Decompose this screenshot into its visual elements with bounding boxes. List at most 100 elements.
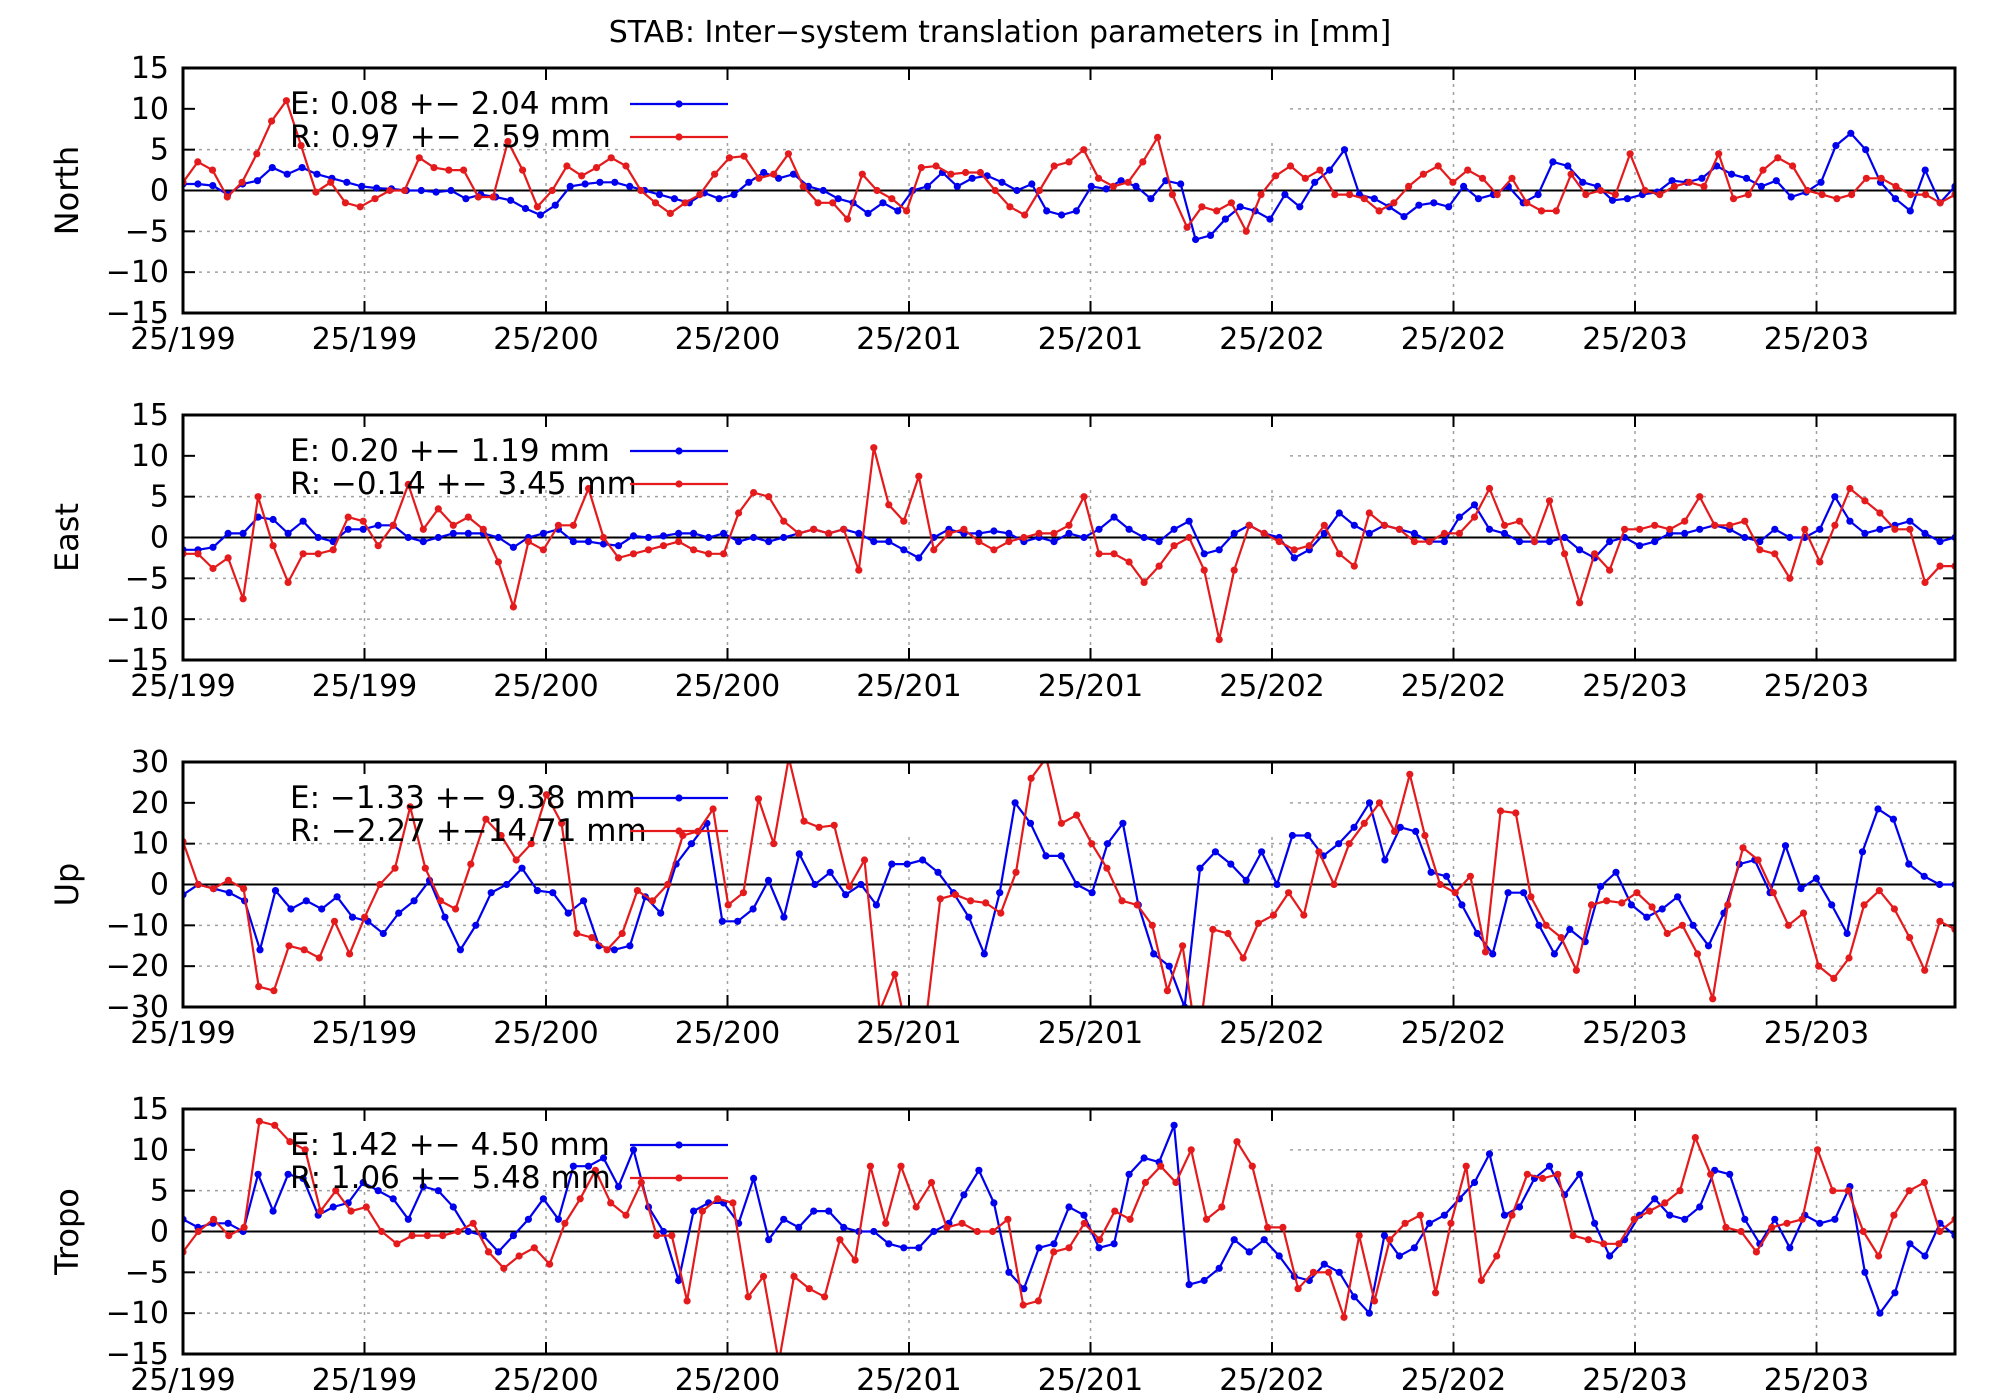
data-point bbox=[1148, 921, 1156, 929]
data-point bbox=[1020, 533, 1028, 542]
data-point bbox=[1179, 942, 1187, 950]
data-point bbox=[885, 501, 893, 509]
data-point bbox=[1185, 1281, 1193, 1289]
data-point bbox=[558, 819, 566, 827]
data-point bbox=[1698, 174, 1706, 182]
data-point bbox=[951, 891, 960, 899]
plot-frame bbox=[181, 66, 1957, 315]
data-point bbox=[504, 137, 512, 146]
data-point bbox=[1350, 521, 1358, 529]
data-point bbox=[1301, 174, 1309, 182]
y-tick-label: 30 bbox=[131, 745, 169, 780]
data-point bbox=[1272, 172, 1280, 180]
data-point bbox=[318, 905, 326, 913]
data-point bbox=[1627, 901, 1635, 909]
data-point bbox=[1668, 177, 1676, 185]
data-point bbox=[1346, 191, 1354, 199]
data-point bbox=[581, 180, 589, 188]
data-point bbox=[975, 529, 983, 538]
data-point bbox=[675, 529, 683, 538]
data-point bbox=[815, 823, 823, 831]
data-point bbox=[1043, 207, 1051, 215]
data-point bbox=[1700, 182, 1708, 190]
data-point bbox=[591, 1166, 600, 1174]
data-point bbox=[1410, 1244, 1418, 1252]
data-point bbox=[1539, 1174, 1547, 1182]
data-point bbox=[780, 913, 788, 921]
data-point bbox=[1704, 942, 1713, 950]
data-point bbox=[1119, 819, 1127, 827]
data-point bbox=[487, 889, 495, 897]
data-point bbox=[393, 1240, 401, 1248]
data-point bbox=[1477, 1276, 1485, 1285]
data-point bbox=[1442, 872, 1451, 880]
series-group bbox=[183, 1117, 1955, 1354]
data-point bbox=[1756, 546, 1764, 554]
data-point bbox=[1470, 1178, 1479, 1187]
data-point bbox=[900, 1244, 908, 1252]
data-point bbox=[960, 1191, 968, 1199]
data-point bbox=[1230, 529, 1238, 538]
data-point bbox=[1696, 493, 1704, 501]
data-point bbox=[1269, 911, 1278, 919]
data-point bbox=[421, 864, 429, 872]
data-point bbox=[569, 538, 578, 546]
data-point bbox=[419, 525, 427, 533]
data-point bbox=[657, 909, 665, 917]
data-point bbox=[696, 191, 704, 199]
data-point bbox=[1754, 856, 1762, 864]
data-point bbox=[1380, 521, 1388, 529]
data-point bbox=[1858, 848, 1867, 856]
data-point bbox=[410, 897, 418, 905]
data-point bbox=[1088, 840, 1096, 848]
data-point bbox=[1290, 546, 1298, 554]
data-point bbox=[1707, 1170, 1715, 1178]
data-point bbox=[980, 950, 988, 958]
data-point bbox=[644, 533, 653, 542]
data-point bbox=[1696, 525, 1704, 533]
data-point bbox=[825, 529, 833, 538]
x-tick-label: 25/199 bbox=[130, 322, 236, 357]
data-point bbox=[1500, 521, 1509, 529]
data-point bbox=[1606, 566, 1614, 574]
data-point bbox=[1906, 525, 1914, 533]
data-point bbox=[749, 905, 757, 913]
y-tick-label: 5 bbox=[150, 133, 169, 168]
data-point bbox=[1906, 517, 1914, 525]
data-point bbox=[521, 204, 530, 213]
data-point bbox=[1340, 1313, 1348, 1321]
data-point bbox=[814, 199, 822, 207]
data-point bbox=[1245, 521, 1253, 529]
data-point bbox=[1200, 550, 1208, 558]
data-point bbox=[286, 1138, 294, 1146]
data-point bbox=[836, 1236, 844, 1244]
data-point bbox=[1026, 819, 1035, 827]
data-point bbox=[1566, 925, 1574, 934]
data-point bbox=[1440, 1211, 1448, 1219]
data-point bbox=[373, 184, 381, 192]
data-point bbox=[799, 182, 807, 190]
data-point bbox=[1273, 880, 1281, 889]
data-point bbox=[1603, 897, 1611, 905]
data-point bbox=[1512, 809, 1520, 817]
data-point bbox=[1445, 203, 1453, 211]
data-point bbox=[1504, 889, 1512, 897]
data-point bbox=[445, 166, 453, 174]
data-point bbox=[1535, 921, 1543, 929]
data-point bbox=[1591, 550, 1599, 558]
data-point bbox=[1936, 880, 1944, 889]
data-point bbox=[566, 182, 574, 190]
data-point bbox=[1818, 191, 1826, 199]
data-point bbox=[1552, 207, 1560, 215]
data-point bbox=[1545, 538, 1554, 546]
data-point bbox=[1890, 905, 1898, 913]
data-point bbox=[1846, 517, 1854, 525]
data-point bbox=[255, 1117, 263, 1125]
data-point bbox=[1846, 484, 1854, 493]
data-point bbox=[1035, 186, 1044, 195]
data-point bbox=[1921, 166, 1929, 174]
data-point bbox=[479, 525, 487, 533]
data-point bbox=[1462, 1162, 1470, 1170]
data-point bbox=[584, 1162, 593, 1170]
data-point bbox=[1304, 831, 1312, 840]
